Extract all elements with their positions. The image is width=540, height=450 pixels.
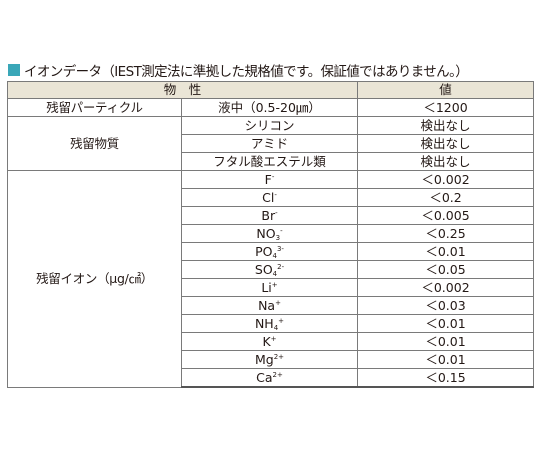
ion-base: Ca <box>256 369 273 385</box>
ion-charge: - <box>271 172 275 181</box>
table-header-row: 物 性 値 <box>6 81 535 99</box>
substance-value: 検出なし <box>357 152 535 171</box>
ion-base: Mg <box>254 351 274 367</box>
header-value: 値 <box>357 81 535 99</box>
ion-charge: 2+ <box>272 370 283 379</box>
substance-value: 検出なし <box>357 134 535 153</box>
table-row: PO43- ＜0.01 <box>8 242 535 261</box>
ion-base: PO <box>255 243 273 259</box>
table-row: 残留物質 シリコン 検出なし <box>7 116 535 171</box>
ion-subscript: 4 <box>272 269 278 278</box>
ion-value: ＜0.002 <box>357 278 535 297</box>
section-heading: イオンデータ（IEST測定法に準拠した規格値です。保証値ではありません。） <box>8 60 469 80</box>
ion-value: ＜0.15 <box>357 368 535 388</box>
particle-item: 液中（0.5-20㎛） <box>180 98 359 117</box>
ion-formula: Mg2+ <box>180 350 359 369</box>
ion-formula: NO3- <box>180 224 359 243</box>
ion-subscript: 4 <box>273 323 279 332</box>
ion-base: NO <box>256 225 276 241</box>
ion-data-table: 物 性 値 残留パーティクル 液中（0.5-20㎛） ＜1200 残留物質 シリ… <box>6 81 535 388</box>
ion-formula: PO43- <box>180 242 359 261</box>
ion-value: ＜0.25 <box>357 224 535 243</box>
ion-formula: SO42- <box>180 260 359 279</box>
ion-formula: NH4+ <box>180 314 359 333</box>
ion-charge: - <box>274 190 277 199</box>
ion-formula: F- <box>180 170 359 189</box>
ion-value: ＜0.002 <box>357 170 535 189</box>
ion-base: Cl <box>262 189 275 205</box>
ion-charge: 2- <box>277 262 285 271</box>
ion-formula: K+ <box>180 332 359 351</box>
substance-item: フタル酸エステル類 <box>180 152 359 171</box>
table-row: Na+ ＜0.03 <box>8 296 535 315</box>
ion-charge: 3- <box>276 244 284 253</box>
ion-value: ＜0.01 <box>357 314 535 333</box>
ion-charge: + <box>278 316 285 325</box>
ion-base: Li <box>261 279 272 295</box>
ion-base: Br <box>261 207 276 223</box>
table-row: Mg2+ ＜0.01 <box>8 350 535 369</box>
ion-value: ＜0.01 <box>357 350 535 369</box>
ion-value: ＜0.005 <box>357 206 535 225</box>
ion-value: ＜0.01 <box>357 242 535 261</box>
ion-subscript: 3 <box>275 233 281 242</box>
table-row: 残留パーティクル 液中（0.5-20㎛） ＜1200 <box>7 98 535 117</box>
ion-value: ＜0.03 <box>357 296 535 315</box>
ion-base: K <box>262 333 271 349</box>
ion-formula: Br- <box>180 206 359 225</box>
ions-label: 残留イオン（μg/㎠） <box>7 170 182 388</box>
table-row: Br- ＜0.005 <box>8 206 535 225</box>
table-row: Ca2+ ＜0.15 <box>8 368 535 388</box>
ion-charge: + <box>270 334 277 343</box>
section-heading-text: イオンデータ（IEST測定法に準拠した規格値です。保証値ではありません。） <box>24 64 469 80</box>
ion-charge: + <box>271 280 278 289</box>
ion-base: SO <box>254 261 273 277</box>
header-property: 物 性 <box>6 81 359 99</box>
substances-label: 残留物質 <box>7 116 182 171</box>
ion-base: Na <box>258 297 276 313</box>
ion-formula: Cl- <box>180 188 359 207</box>
ion-base: NH <box>254 315 274 331</box>
ion-subscript: 4 <box>272 251 277 260</box>
ion-charge: - <box>280 226 283 235</box>
ion-formula: Ca2+ <box>180 368 359 388</box>
ion-formula: Na+ <box>180 296 359 315</box>
ion-formula: Li+ <box>180 278 359 297</box>
ion-value: ＜0.05 <box>357 260 535 279</box>
substance-value: 検出なし <box>357 116 535 135</box>
particle-label: 残留パーティクル <box>7 98 182 117</box>
ion-value: ＜0.01 <box>357 332 535 351</box>
substance-item: アミド <box>180 134 359 153</box>
ion-base: F <box>264 171 272 187</box>
particle-value: ＜1200 <box>357 98 535 117</box>
ion-value: ＜0.2 <box>357 188 535 207</box>
square-bullet-icon <box>8 64 20 76</box>
ion-charge: + <box>275 298 281 307</box>
ion-charge: - <box>275 208 278 217</box>
ion-charge: 2+ <box>273 352 285 361</box>
substance-item: シリコン <box>180 116 359 135</box>
table-row: 残留イオン（μg/㎠） F- ＜0.002 <box>7 170 535 388</box>
